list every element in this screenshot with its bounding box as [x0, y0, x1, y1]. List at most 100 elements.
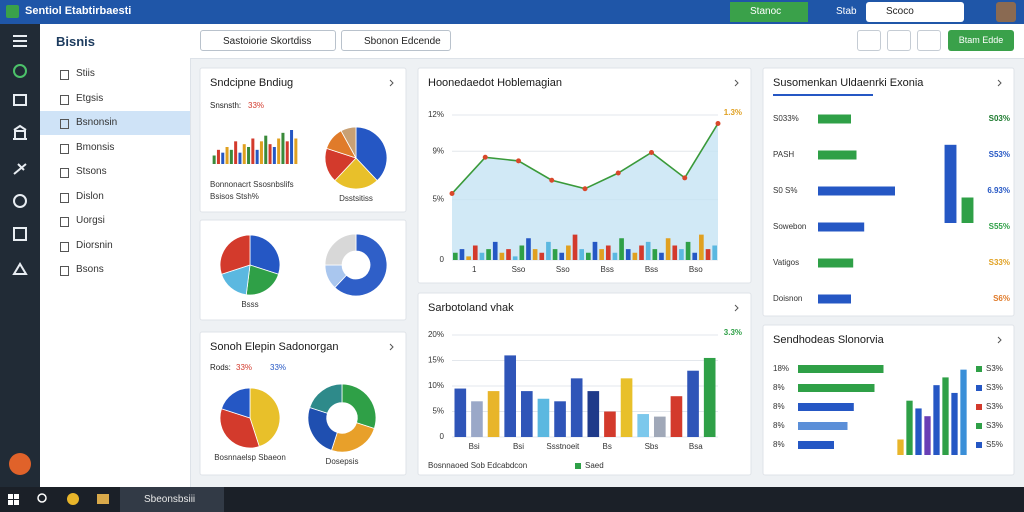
bar — [212, 155, 216, 164]
bar — [512, 256, 518, 260]
sidebar-item[interactable]: Dislon — [40, 185, 190, 209]
dropdown[interactable]: Sbonon Edcende — [341, 30, 451, 51]
row-value: S6% — [993, 294, 1010, 303]
bar — [699, 234, 704, 260]
x-tick-label: Bsa — [689, 442, 703, 451]
sidebar-item[interactable]: Bmonsis — [40, 136, 190, 160]
y-tick-label: 5% — [432, 407, 444, 416]
sidebar-item[interactable]: Stiis — [40, 62, 190, 86]
sidebar-item[interactable]: Etgsis — [40, 87, 190, 111]
pie-slice — [334, 233, 388, 297]
home-icon[interactable] — [13, 64, 27, 78]
bar — [466, 256, 471, 260]
bar — [216, 149, 220, 164]
y-tick-label: 20% — [428, 330, 444, 339]
bar — [798, 403, 854, 411]
grid-button[interactable] — [857, 30, 881, 51]
start-icon[interactable] — [14, 494, 19, 499]
x-tick-label: Sso — [512, 265, 526, 274]
x-tick-label: Bso — [689, 265, 703, 274]
bar — [798, 365, 884, 373]
bar — [712, 245, 718, 260]
browser-icon[interactable] — [67, 493, 79, 505]
folder-icon[interactable] — [97, 494, 109, 504]
x-tick-label: Sso — [556, 265, 570, 274]
bar — [585, 252, 591, 260]
avatar[interactable] — [996, 2, 1016, 22]
primary-button[interactable]: Btam Edde — [948, 30, 1014, 51]
bar — [479, 252, 485, 260]
bar — [454, 388, 467, 437]
sidebar: Bisnis Stiis Etgsis Bsnonsin Bmonsis Stsons D… — [40, 24, 191, 487]
bar — [559, 252, 565, 260]
bar — [225, 147, 229, 164]
item-icon — [60, 119, 69, 129]
legend-swatch — [976, 385, 982, 391]
bar — [539, 252, 545, 260]
sort-button[interactable] — [887, 30, 911, 51]
y-tick-label: 10% — [428, 381, 444, 390]
menu-icon[interactable] — [13, 35, 27, 47]
dropdown[interactable]: Sastoiorie Skortdiss — [200, 30, 336, 51]
bar — [277, 138, 281, 164]
bar — [519, 245, 525, 260]
sidebar-item[interactable]: Uorgsi — [40, 209, 190, 233]
search-icon[interactable] — [37, 493, 47, 503]
bar — [587, 391, 600, 437]
sidebar-item[interactable]: Stsons — [40, 160, 190, 184]
bar — [897, 439, 904, 455]
pie-slice — [340, 126, 357, 159]
people-icon[interactable] — [12, 262, 28, 275]
x-tick-label: Bss — [600, 265, 613, 274]
pie-slice — [245, 264, 280, 296]
card-title: Sarbotoland vhak — [428, 302, 514, 314]
card-chevron — [389, 343, 394, 351]
start-icon[interactable] — [8, 500, 13, 505]
y-tick-label: 9% — [432, 146, 444, 155]
bar — [653, 416, 666, 437]
item-icon — [60, 70, 69, 80]
bar — [687, 370, 699, 437]
tab[interactable]: Stab — [836, 6, 857, 17]
pie-slice — [309, 383, 343, 414]
bar — [670, 396, 683, 437]
chart-button[interactable] — [917, 30, 941, 51]
bar — [692, 252, 698, 260]
bar — [499, 252, 505, 260]
user-badge[interactable] — [9, 453, 31, 475]
card-text: Rods: — [210, 363, 231, 372]
taskbar-app[interactable]: Sbeonsbsiii — [120, 487, 224, 512]
bar — [944, 144, 957, 223]
bank-icon[interactable] — [13, 124, 27, 140]
tab[interactable]: Scoco — [866, 2, 964, 22]
sidebar-item[interactable]: Diorsnin — [40, 234, 190, 258]
legend-swatch — [976, 366, 982, 372]
start-icon[interactable] — [14, 500, 19, 505]
dashboard: Sndcipne Bndiug Snsnsth: 33% Bonnonacrt Sso… — [199, 67, 1015, 476]
card-title: Hoonedaedot Hoblemagian — [428, 77, 562, 89]
puzzle-icon[interactable] — [13, 94, 27, 106]
item-icon — [60, 168, 69, 178]
bar — [924, 416, 931, 455]
clock-icon[interactable] — [13, 194, 27, 208]
bar — [605, 245, 611, 260]
legend-swatch — [976, 404, 982, 410]
row-value: S03% — [989, 114, 1010, 123]
pie-caption: Bsss — [241, 300, 258, 309]
bar — [471, 401, 483, 437]
bar — [272, 147, 276, 164]
x-tick-label: Ssstnoeit — [546, 442, 580, 451]
sidebar-item[interactable]: Bsnonsin — [40, 111, 190, 135]
sidebar-item[interactable]: Bsons — [40, 258, 190, 282]
tool-icon[interactable] — [13, 163, 27, 175]
bar — [294, 138, 298, 164]
bar — [546, 241, 551, 260]
card-chevron — [997, 336, 1002, 344]
legend-label: Saed — [585, 461, 604, 470]
start-icon[interactable] — [8, 494, 13, 499]
calendar-icon[interactable] — [13, 227, 27, 241]
bar — [238, 152, 242, 164]
pie-slice — [341, 383, 377, 430]
bar — [251, 138, 255, 164]
tab[interactable]: Stanoc — [730, 2, 808, 22]
